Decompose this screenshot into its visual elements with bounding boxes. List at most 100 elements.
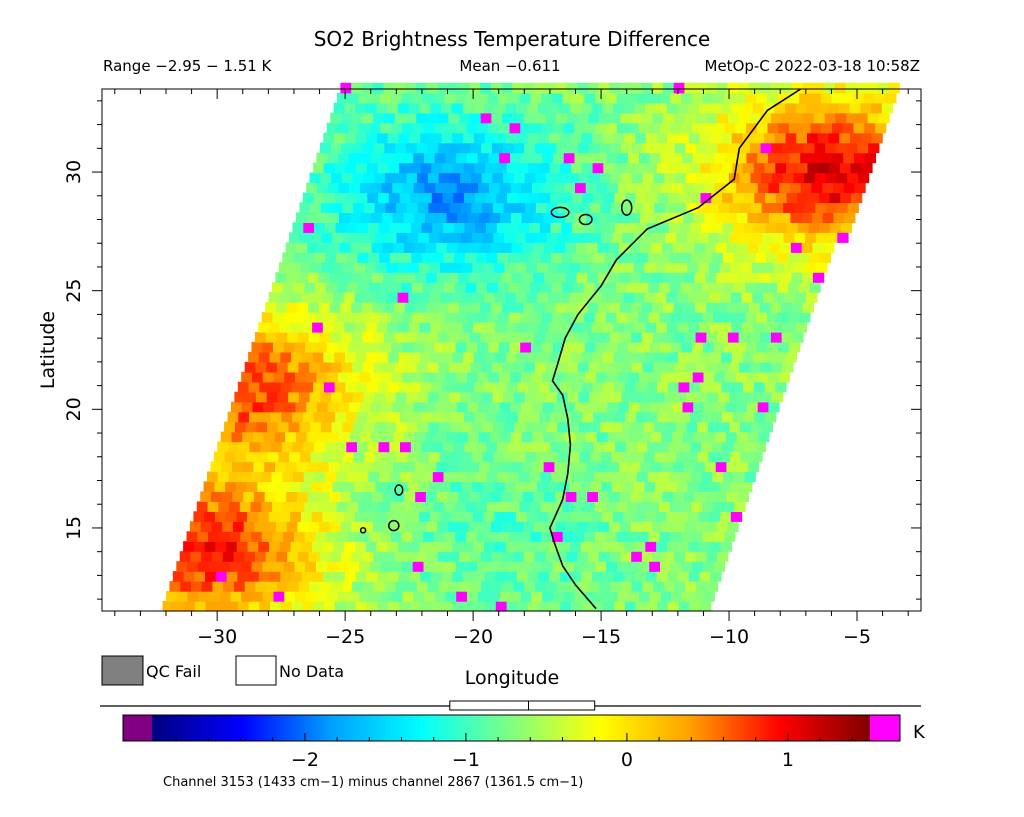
data-cell [578,172,590,184]
data-cell [358,92,370,104]
colorbar-segment [579,715,584,741]
data-cell [449,172,461,184]
data-cell [499,152,511,164]
data-cell [633,262,645,273]
data-cell [516,322,528,333]
data-cell [377,162,389,174]
data-cell [287,361,299,373]
data-cell [807,132,819,144]
data-cell [355,571,367,582]
data-cell [406,202,419,213]
data-cell [678,381,690,393]
data-cell [453,411,465,423]
data-cell [681,561,693,572]
colorbar-segment [798,715,802,741]
colorbar-segment [193,715,198,741]
data-cell [261,501,273,512]
data-cell [241,371,253,383]
data-cell [491,581,504,592]
data-cell [750,172,762,184]
data-cell [715,212,727,223]
data-cell [559,571,572,582]
data-cell [785,322,797,333]
data-cell [490,82,503,94]
data-cell [755,282,767,293]
data-cell [312,541,324,552]
colorbar-segment [481,715,485,741]
data-cell [392,431,404,443]
data-cell [533,302,546,313]
data-cell [396,202,408,213]
colorbar-segment [855,715,859,741]
data-cell [462,292,474,303]
data-cell [345,381,357,393]
data-cell [681,341,693,353]
data-cell [417,391,429,403]
data-cell [369,122,381,134]
data-cell [275,302,288,313]
data-cell [480,302,492,313]
data-cell [296,431,308,443]
data-cell [811,212,824,223]
data-cell [720,102,732,114]
data-cell [221,491,233,502]
colorbar-segment [780,715,784,741]
data-cell [593,411,605,423]
data-cell [338,152,350,164]
data-cell [598,302,610,313]
data-cell [459,112,471,124]
data-cell [726,491,739,502]
data-cell [469,112,482,124]
data-cell [542,591,554,602]
colorbar-segment [657,715,662,741]
data-cell [774,102,786,114]
data-cell [264,461,276,473]
data-cell [570,351,582,363]
data-cell [673,302,685,313]
colorbar-segment [265,715,270,741]
data-cell [821,152,833,164]
data-cell [347,312,360,323]
data-cell [442,381,454,393]
data-cell [672,431,684,443]
data-cell [560,192,573,204]
data-cell [423,531,435,542]
data-cell [652,302,664,313]
data-cell [767,122,779,134]
data-cell [525,202,537,213]
data-cell [373,332,385,343]
colorbar-segment [738,715,742,741]
data-cell [329,491,341,502]
colorbar-segment [166,715,171,741]
data-cell [480,521,492,532]
data-cell [513,142,525,154]
data-cell [710,132,722,144]
data-cell [225,481,237,492]
data-cell [358,312,370,323]
data-cell [751,451,763,463]
data-cell [333,541,345,552]
data-cell [279,322,292,333]
colorbar-segment [684,715,689,741]
data-cell [538,571,550,582]
data-cell [234,391,246,403]
data-cell [455,341,467,353]
data-cell [791,272,803,283]
data-cell [716,302,728,313]
data-cell [664,421,677,433]
data-cell [528,192,540,204]
data-cell [573,312,585,323]
data-cell [394,112,406,124]
data-cell [269,571,281,582]
data-cell [323,351,335,363]
data-cell [311,292,323,303]
data-cell [269,541,281,552]
data-cell [624,381,637,393]
plot-area [162,82,900,612]
data-cell [391,561,403,572]
colorbar-segment [499,715,503,741]
data-cell [547,232,559,243]
data-cell [632,202,644,213]
data-cell [582,222,595,233]
data-cell [309,361,321,373]
